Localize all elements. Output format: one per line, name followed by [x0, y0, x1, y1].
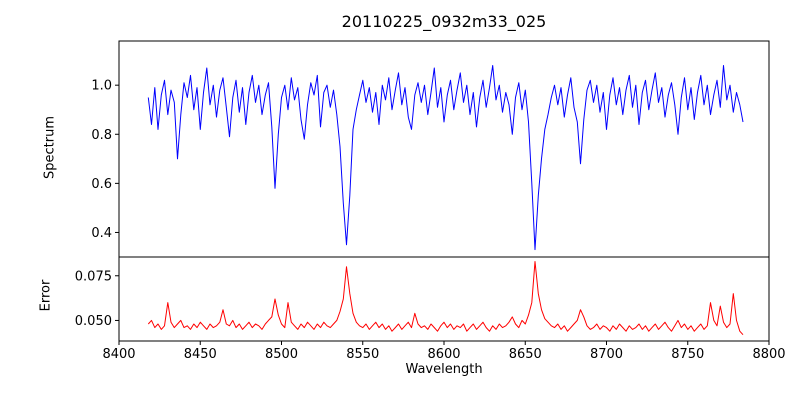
x-tick-label: 8800 — [752, 347, 785, 362]
x-tick-label: 8550 — [346, 347, 379, 362]
spectrum-line — [147, 65, 744, 251]
x-tick-label: 8600 — [427, 347, 460, 362]
spectrum-y-tick-label: 1.0 — [91, 79, 112, 94]
x-tick-label: 8700 — [590, 347, 623, 362]
chart-title: 20110225_0932m33_025 — [341, 12, 547, 31]
x-tick-label: 8750 — [671, 347, 704, 362]
x-axis-label: Wavelength — [405, 362, 483, 377]
error-y-tick-label: 0.050 — [75, 314, 112, 329]
spectrum-y-tick-label: 0.8 — [91, 128, 112, 143]
x-tick-label: 8400 — [102, 347, 135, 362]
spectrum-y-tick-label: 0.4 — [91, 226, 112, 241]
spectrum-y-tick-label: 0.6 — [91, 177, 112, 192]
x-tick-label: 8500 — [265, 347, 298, 362]
spectrum-axes-frame — [118, 40, 770, 258]
error-axes-frame — [118, 256, 770, 342]
x-tick-label: 8650 — [509, 347, 542, 362]
x-tick-label: 8450 — [184, 347, 217, 362]
error-y-tick-label: 0.075 — [75, 269, 112, 284]
error-line — [147, 261, 744, 336]
